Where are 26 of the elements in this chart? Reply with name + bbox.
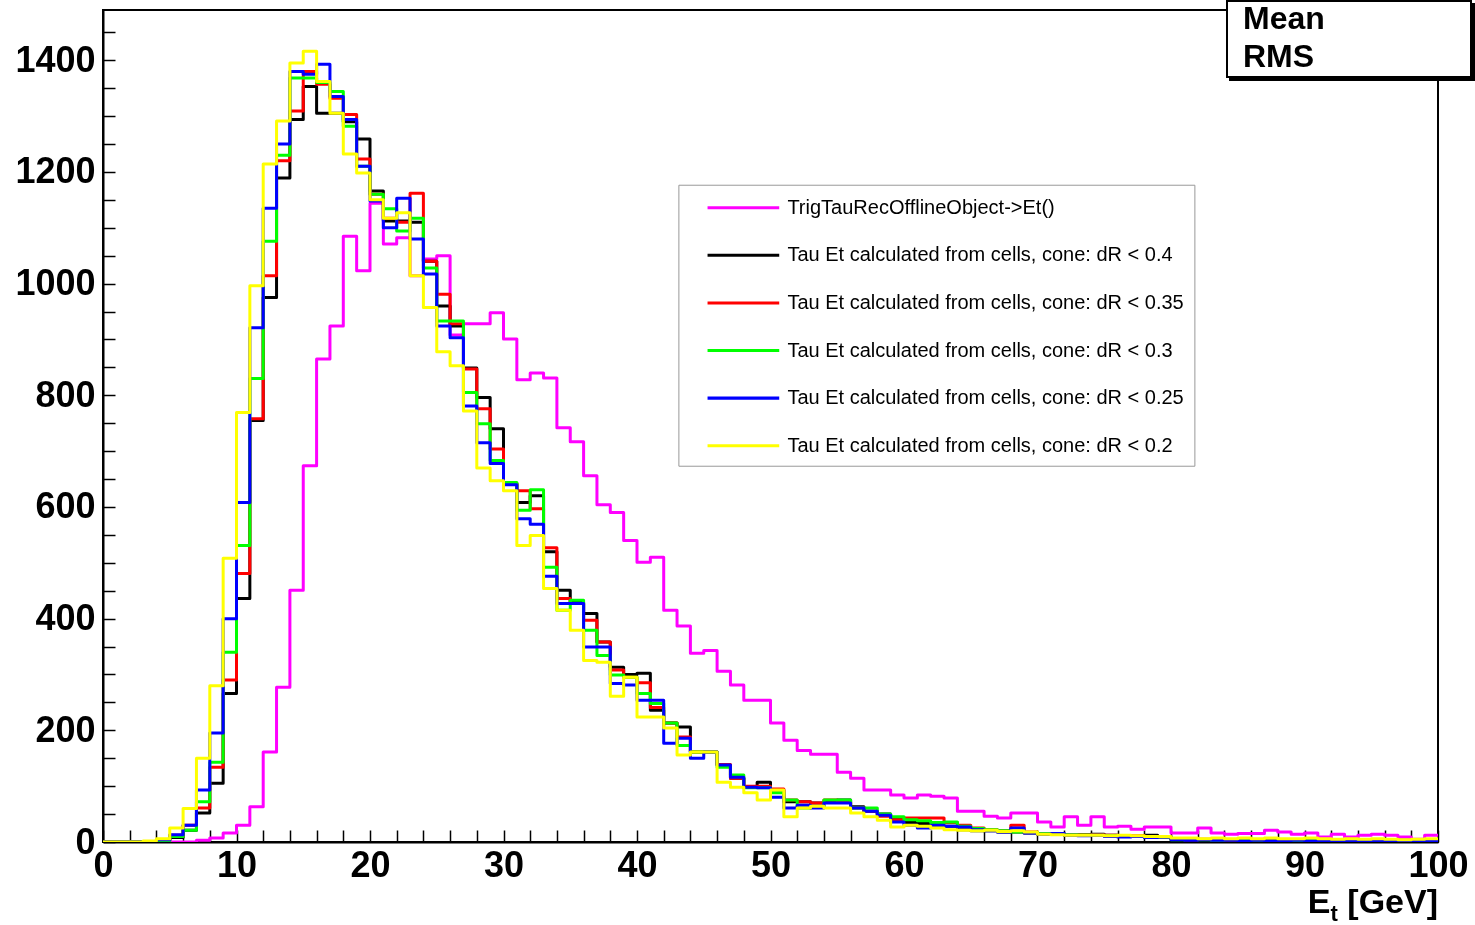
x-tick-label: 70 bbox=[1017, 843, 1059, 885]
x-tick-label: 40 bbox=[617, 843, 658, 885]
y-tick-label: 600 bbox=[35, 485, 96, 527]
x-tick-label: 100 bbox=[1408, 843, 1469, 885]
x-tick-label: 10 bbox=[216, 843, 258, 885]
x-axis-title: E$_{t}$ [GeV] bbox=[1307, 882, 1438, 925]
x-tick-label: 30 bbox=[483, 843, 525, 885]
x-tick-label: 20 bbox=[350, 843, 391, 885]
annotation: Mean bbox=[1243, 0, 1325, 37]
y-tick-label: 200 bbox=[35, 708, 96, 750]
x-tick-label: 80 bbox=[1151, 843, 1192, 885]
x-tick-label: 90 bbox=[1284, 843, 1326, 885]
annotation: RMS bbox=[1243, 38, 1315, 75]
legend-label: Tau Et calculated from cells, cone: dR < 0.4 bbox=[787, 243, 1173, 266]
y-tick-label: 1400 bbox=[15, 38, 96, 80]
legend-label: Tau Et calculated from cells, cone: dR < 0.25 bbox=[787, 386, 1184, 409]
legend-label: Tau Et calculated from cells, cone: dR < 0.3 bbox=[787, 338, 1173, 361]
y-tick-label: 400 bbox=[35, 597, 96, 639]
legend-label: TrigTauRecOfflineObject->Et() bbox=[787, 195, 1055, 218]
y-tick-label: 800 bbox=[35, 373, 96, 415]
legend-label: Tau Et calculated from cells, cone: dR < 0.35 bbox=[787, 290, 1184, 313]
legend-label: Tau Et calculated from cells, cone: dR < 0.2 bbox=[787, 433, 1173, 456]
y-tick-label: 1000 bbox=[15, 262, 96, 304]
y-tick-label: 1200 bbox=[15, 150, 96, 192]
x-tick-label: 60 bbox=[884, 843, 925, 885]
x-tick-label: 50 bbox=[750, 843, 792, 885]
